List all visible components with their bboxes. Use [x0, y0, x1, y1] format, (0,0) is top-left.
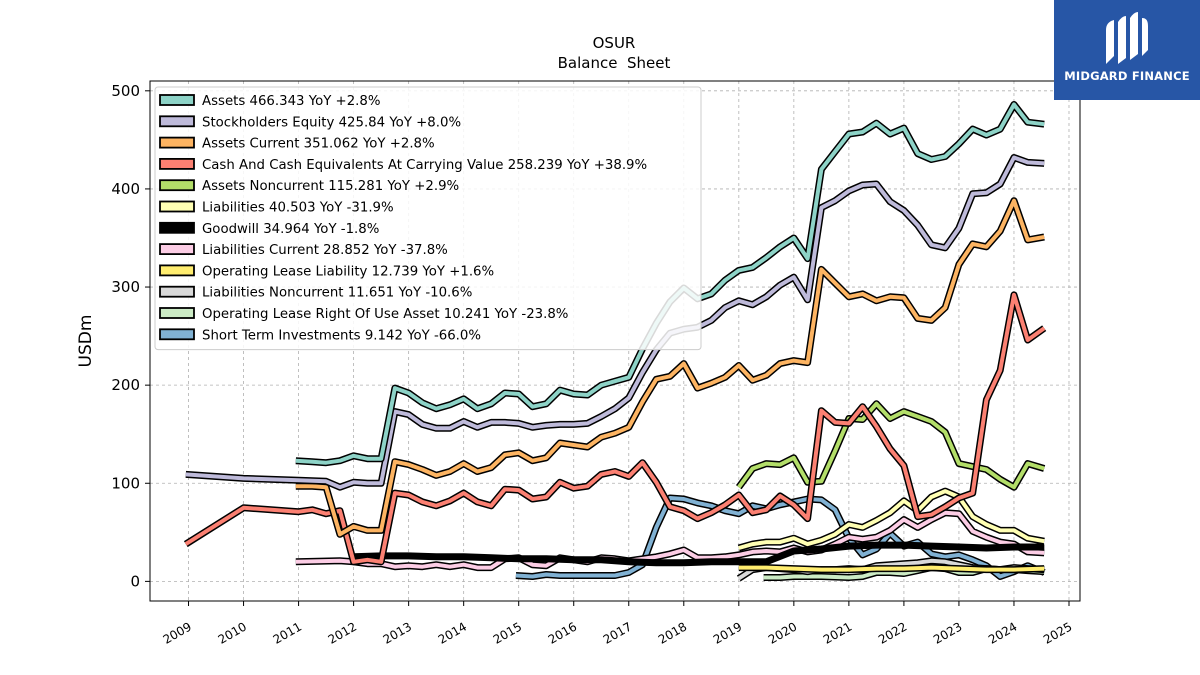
series-liabilities-current — [295, 509, 1045, 572]
x-tick-label: 2014 — [436, 619, 469, 646]
legend-entry-operating-lease-right-of-use-asset: Operating Lease Right Of Use Asset 10.24… — [159, 307, 568, 322]
x-tick-label: 2012 — [326, 619, 359, 646]
legend-label: Cash And Cash Equivalents At Carrying Va… — [202, 158, 647, 173]
x-tick-label: 2018 — [656, 619, 689, 646]
series-line — [295, 510, 1045, 570]
y-tick-label: 300 — [111, 278, 140, 296]
legend-swatch — [159, 264, 195, 277]
y-tick-label: 200 — [111, 376, 140, 394]
legend-swatch — [159, 157, 195, 170]
series-line — [184, 292, 1046, 564]
legend-label: Short Term Investments 9.142 YoY -66.0% — [202, 328, 481, 343]
series-line — [353, 543, 1045, 565]
legend-label: Liabilities Noncurrent 11.651 YoY -10.6% — [202, 286, 472, 301]
series-lines — [183, 101, 1047, 582]
plot-frame — [149, 80, 1081, 602]
x-tick-label: 2019 — [711, 619, 744, 646]
legend-entry-stockholders-equity: Stockholders Equity 425.84 YoY +8.0% — [159, 115, 461, 130]
midgard-logo-icon — [1106, 12, 1148, 64]
series-operating-lease-liability — [738, 564, 1045, 574]
y-tick-label: 100 — [111, 474, 140, 492]
chart-title: OSUR — [593, 34, 636, 52]
legend-swatch — [159, 328, 195, 341]
y-tick-label: 0 — [130, 572, 140, 590]
series-cash-and-cash-equivalents-at-carrying-value — [183, 291, 1047, 566]
series-line — [295, 198, 1045, 537]
legend-entry-assets-current: Assets Current 351.062 YoY +2.8% — [159, 136, 435, 152]
series-line — [737, 401, 1045, 490]
series-assets-current — [295, 197, 1045, 538]
legend-label: Assets Noncurrent 115.281 YoY +2.9% — [202, 179, 459, 194]
series-line — [738, 565, 1045, 572]
chart-subtitle: Balance Sheet — [558, 54, 671, 72]
x-tick-label: 2022 — [876, 619, 909, 646]
legend-swatch — [159, 94, 195, 106]
x-tick-label: 2016 — [546, 619, 579, 646]
legend-label: Stockholders Equity 425.84 YoY +8.0% — [202, 115, 461, 130]
legend-swatch — [159, 179, 195, 192]
legend-entry-short-term-investments: Short Term Investments 9.142 YoY -66.0% — [159, 328, 481, 343]
legend-swatch — [159, 200, 195, 213]
legend-box — [154, 86, 702, 351]
y-axis-label: USDm — [76, 315, 96, 368]
y-axis-ticks: 0 100 200 300 400 500 — [111, 82, 150, 590]
legend-swatch — [159, 243, 195, 256]
x-tick-label: 2025 — [1041, 619, 1074, 646]
legend-entry-liabilities-current: Liabilities Current 28.852 YoY -37.8% — [159, 243, 448, 258]
legend-swatch — [159, 115, 195, 128]
legend-label: Operating Lease Liability 12.739 YoY +1.… — [202, 264, 494, 279]
legend-entry-liabilities-noncurrent: Liabilities Noncurrent 11.651 YoY -10.6% — [159, 285, 472, 301]
x-tick-label: 2011 — [271, 619, 304, 646]
legend-label: Liabilities 40.503 YoY -31.9% — [202, 201, 394, 216]
x-tick-label: 2017 — [601, 619, 634, 646]
legend-entry-cash-and-cash-equivalents-at-carrying-value: Cash And Cash Equivalents At Carrying Va… — [159, 157, 647, 173]
x-axis-ticks: 2009 2010 2011 2012 2013 2014 2015 2016 2017 2018… — [161, 601, 1074, 647]
legend-swatch — [159, 307, 195, 319]
legend-label: Assets Current 351.062 YoY +2.8% — [202, 137, 435, 152]
legend-swatch — [159, 221, 195, 234]
series-assets-noncurrent — [735, 400, 1046, 491]
y-tick-label: 400 — [111, 180, 140, 198]
legend-swatch — [159, 136, 195, 149]
legend-label: Liabilities Current 28.852 YoY -37.8% — [202, 243, 448, 258]
legend-entry-goodwill: Goodwill 34.964 YoY -1.8% — [159, 221, 379, 237]
x-tick-label: 2015 — [491, 619, 524, 646]
series-line — [738, 489, 1045, 550]
legend-entry-operating-lease-liability: Operating Lease Liability 12.739 YoY +1.… — [159, 264, 494, 279]
x-tick-label: 2010 — [216, 619, 249, 646]
legend-label: Assets 466.343 YoY +2.8% — [202, 94, 380, 109]
midgard-finance-logo: MIDGARD FINANCE — [1054, 0, 1200, 100]
legend: Assets 466.343 YoY +2.8% Stockholders Equ… — [154, 86, 702, 351]
legend-entry-assets-noncurrent: Assets Noncurrent 115.281 YoY +2.9% — [159, 179, 459, 194]
brand-name: MIDGARD FINANCE — [1064, 69, 1190, 83]
x-tick-label: 2024 — [986, 619, 1019, 646]
x-tick-label: 2023 — [931, 619, 964, 646]
series-liabilities — [737, 487, 1045, 552]
legend-label: Goodwill 34.964 YoY -1.8% — [202, 222, 379, 237]
x-tick-label: 2009 — [161, 619, 194, 646]
x-tick-label: 2013 — [381, 619, 414, 646]
x-tick-label: 2020 — [766, 619, 799, 646]
x-tick-label: 2021 — [821, 619, 854, 646]
y-tick-label: 500 — [111, 82, 140, 100]
legend-entry-liabilities: Liabilities 40.503 YoY -31.9% — [159, 200, 394, 216]
legend-label: Operating Lease Right Of Use Asset 10.24… — [202, 307, 568, 322]
legend-entry-assets: Assets 466.343 YoY +2.8% — [159, 94, 380, 109]
series-goodwill — [353, 541, 1045, 567]
legend-swatch — [159, 285, 195, 298]
